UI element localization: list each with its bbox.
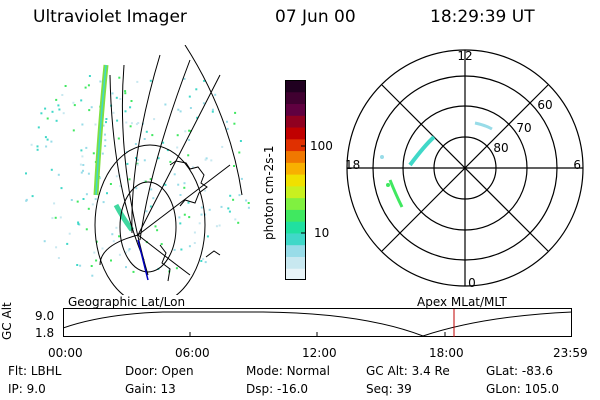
mlt-18-label: 18 — [345, 158, 360, 172]
lat-60-label: 60 — [537, 98, 552, 112]
alt-ylabel: GC Alt — [0, 302, 14, 340]
auroral-arc-core — [95, 64, 107, 196]
altitude-plot — [63, 308, 573, 337]
coastline — [159, 160, 221, 282]
alt-ytick-9: 9.0 — [35, 309, 55, 323]
mlt-0-label: 0 — [468, 276, 476, 290]
colorbar-cell — [285, 162, 306, 175]
time-label: 18:29:39 UT — [430, 7, 535, 27]
colorbar-cell — [285, 197, 306, 210]
info-gc-alt: GC Alt: 3.4 Re — [366, 364, 450, 378]
alt-xtick-4: 23:59 — [553, 346, 588, 360]
info-dsp: Dsp: -16.0 — [246, 382, 309, 396]
info-gain: Gain: 13 — [125, 382, 176, 396]
lat-80-label: 80 — [493, 141, 508, 155]
colorbar-cell — [285, 91, 306, 105]
info-door: Door: Open — [125, 364, 194, 378]
auroral-speckle — [25, 75, 250, 277]
colorbar-label: photon cm-2s-1 — [262, 145, 276, 241]
info-glat: GLat: -83.6 — [486, 364, 553, 378]
alt-xtick-1: 06:00 — [175, 346, 210, 360]
colorbar — [285, 80, 306, 280]
date-label: 07 Jun 00 — [275, 7, 356, 27]
colorbar-cell — [285, 185, 306, 199]
polar-plot: 12 18 6 0 60 70 80 — [345, 49, 584, 290]
alt-xtick-0: 00:00 — [48, 346, 83, 360]
colorbar-cell — [285, 256, 306, 269]
colorbar-cell — [285, 127, 306, 140]
lat-lon-grid — [94, 45, 243, 295]
alt-ytick-1-8: 1.8 — [35, 326, 55, 340]
colorbar-cell — [285, 232, 306, 246]
geographic-panel-label: Geographic Lat/Lon — [68, 295, 186, 309]
polar-grid — [346, 49, 584, 287]
colorbar-cell — [285, 244, 306, 257]
polar-panel-label: Apex MLat/MLT — [417, 295, 507, 309]
colorbar-tick-10: 10 — [314, 226, 330, 240]
colorbar-cell — [285, 80, 306, 93]
colorbar-cell — [285, 209, 306, 222]
alt-xticks — [189, 332, 446, 337]
auroral-spot — [113, 203, 134, 232]
satellite-track — [137, 239, 149, 281]
info-ip: IP: 9.0 — [8, 382, 46, 396]
info-seq: Seq: 39 — [366, 382, 412, 396]
colorbar-cell — [285, 138, 306, 152]
colorbar-cell — [285, 221, 306, 234]
instrument-title: Ultraviolet Imager — [33, 7, 187, 27]
colorbar-cell — [285, 103, 306, 116]
geographic-image — [25, 45, 250, 295]
polar-aurora — [380, 121, 493, 208]
colorbar-tick-100: 100 — [310, 139, 333, 153]
alt-xtick-2: 12:00 — [302, 346, 337, 360]
altitude-curve — [63, 311, 573, 337]
mlt-6-label: 6 — [573, 158, 581, 172]
info-flt: Flt: LBHL — [8, 364, 62, 378]
info-glon: GLon: 105.0 — [486, 382, 559, 396]
colorbar-cell — [285, 174, 306, 187]
colorbar-cell — [285, 115, 306, 128]
lat-70-label: 70 — [516, 121, 531, 135]
mlt-12-label: 12 — [457, 49, 472, 63]
colorbar-cell — [285, 268, 306, 280]
info-mode: Mode: Normal — [246, 364, 330, 378]
colorbar-cell — [285, 150, 306, 163]
alt-xtick-3: 18:00 — [429, 346, 464, 360]
